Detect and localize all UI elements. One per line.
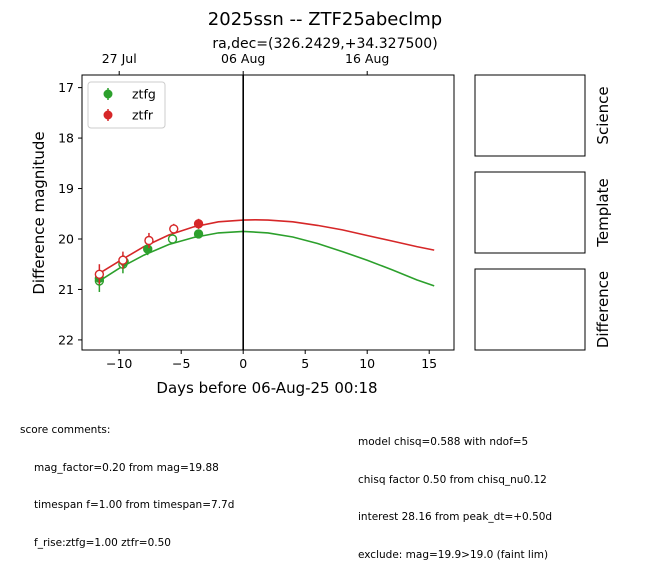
x-tick-label: 5 (301, 356, 309, 371)
model-comments: model chisq=0.588 with ndof=5 chisq fact… (358, 411, 552, 574)
score-comment-line: f_rise:ztfg=1.00 ztfr=0.50 (34, 536, 171, 549)
data-point-ztfr (193, 219, 204, 229)
data-point-ztfg (167, 234, 178, 244)
plot-area: −10 −5 0 5 10 15 17 18 19 20 21 22 27 Jul 06 Aug 16 Au… (58, 51, 455, 371)
panel-label-science: Science (594, 86, 612, 144)
model-comment-line: model chisq=0.588 with ndof=5 (358, 436, 529, 448)
legend-label-ztfr: ztfr (132, 108, 154, 123)
x-tick-label: 15 (421, 356, 437, 371)
legend-label-ztfg: ztfg (132, 87, 156, 102)
score-comments-heading: score comments: (20, 424, 111, 436)
image-panels: Science Template Difference (474, 74, 612, 351)
model-comment-line: chisq factor 0.50 from chisq_nu0.12 (358, 473, 547, 486)
y-tick-label: 19 (58, 181, 74, 196)
axes-frame (81, 74, 455, 351)
panel-template (474, 171, 586, 254)
x-tick-label: 10 (359, 356, 375, 371)
x-axis-label: Days before 06-Aug-25 00:18 (156, 379, 377, 397)
score-comment-line: timespan f=1.00 from timespan=7.7d (34, 499, 235, 511)
data-point-ztfg (143, 244, 153, 254)
model-curve-ztfr (98, 218, 435, 274)
y-tick-label: 17 (58, 80, 74, 95)
top-tick-label: 16 Aug (345, 51, 389, 66)
light-curve-figure: 2025ssn -- ZTF25abeclmp ra,dec=(326.2429… (30, 9, 612, 397)
score-comments: score comments: mag_factor=0.20 from mag… (20, 399, 234, 562)
legend: ztfg ztfr (87, 81, 166, 129)
chart-title: 2025ssn -- ZTF25abeclmp (208, 9, 442, 30)
y-tick-label: 21 (58, 282, 74, 297)
y-tick-label: 18 (58, 131, 74, 146)
panel-label-template: Template (594, 178, 612, 247)
x-tick-label: 0 (239, 356, 247, 371)
x-tick-label: −10 (106, 356, 132, 371)
y-tick-label: 20 (58, 231, 74, 246)
data-point-ztfr (118, 255, 128, 265)
score-comment-line: mag_factor=0.20 from mag=19.88 (34, 461, 219, 474)
x-tick-label: −5 (172, 356, 190, 371)
model-curve-ztfg (98, 230, 435, 287)
model-comment-line: interest 28.16 from peak_dt=+0.50d (358, 511, 553, 523)
data-point-ztfg (193, 229, 204, 239)
model-comment-line: exclude: mag=19.9>19.0 (faint lim) (358, 548, 549, 561)
y-axis-label: Difference magnitude (30, 131, 48, 294)
data-point-ztfr (144, 235, 154, 246)
data-point-ztfr (169, 224, 179, 234)
panel-science (474, 74, 586, 157)
top-tick-label: 06 Aug (221, 51, 265, 66)
legend-marker-ztfr (103, 110, 113, 120)
y-tick-label: 22 (58, 332, 74, 347)
chart-subtitle: ra,dec=(326.2429,+34.327500) (212, 36, 437, 52)
panel-label-difference: Difference (594, 271, 612, 348)
panel-difference (474, 268, 586, 351)
top-tick-label: 27 Jul (102, 51, 137, 66)
legend-marker-ztfg (103, 89, 113, 99)
data-point-ztfr (94, 269, 105, 280)
